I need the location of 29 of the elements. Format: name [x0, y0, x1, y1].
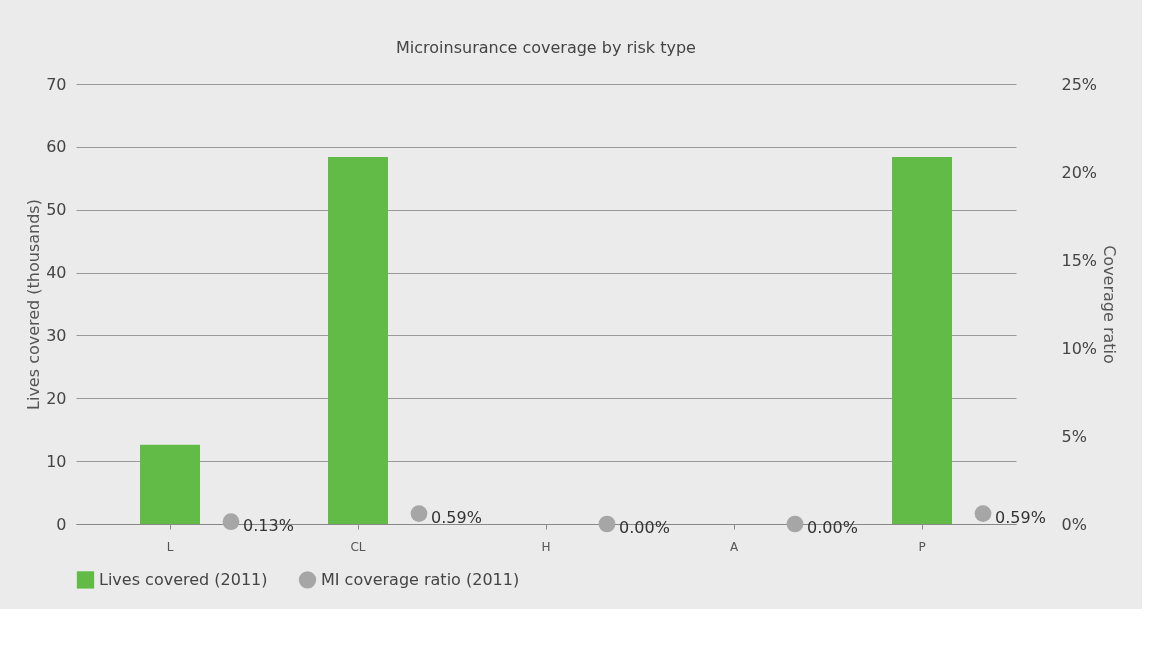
- data-label: 0.59%: [995, 507, 1046, 527]
- data-label: 0.13%: [243, 515, 294, 535]
- y-tick-label: 0: [56, 514, 67, 534]
- x-tick-label: CL: [350, 539, 366, 554]
- chart-title: Microinsurance coverage by risk type: [396, 38, 696, 57]
- y-tick-label: 60: [46, 137, 67, 157]
- y-tick-label: 30: [46, 325, 67, 345]
- y2-tick-label: 10%: [1061, 338, 1098, 358]
- y-tick-label: 50: [46, 200, 67, 220]
- x-tick-label: A: [729, 539, 739, 554]
- legend-label: MI coverage ratio (2011): [321, 569, 520, 589]
- legend-label: Lives covered (2011): [99, 569, 268, 589]
- y2-tick-label: 0%: [1061, 514, 1087, 534]
- y2-tick-label: 15%: [1061, 250, 1098, 270]
- data-label: 0.59%: [431, 507, 482, 527]
- y2-tick-label: 5%: [1061, 426, 1087, 446]
- y-tick-label: 40: [46, 263, 67, 283]
- y-tick-label: 10: [46, 451, 67, 471]
- data-label: 0.00%: [619, 518, 670, 537]
- x-tick-label: L: [166, 539, 174, 554]
- y-tick-label: 20: [46, 388, 67, 408]
- y-axis-title: Lives covered (thousands): [24, 199, 44, 410]
- x-tick-label: H: [541, 539, 551, 554]
- x-tick-label: P: [918, 539, 926, 554]
- y2-tick-label: 20%: [1061, 162, 1098, 182]
- y2-axis-title: Coverage ratio: [1100, 245, 1120, 364]
- y2-tick-label: 25%: [1061, 74, 1098, 94]
- data-label: 0.00%: [807, 518, 858, 537]
- y-tick-label: 70: [46, 74, 67, 94]
